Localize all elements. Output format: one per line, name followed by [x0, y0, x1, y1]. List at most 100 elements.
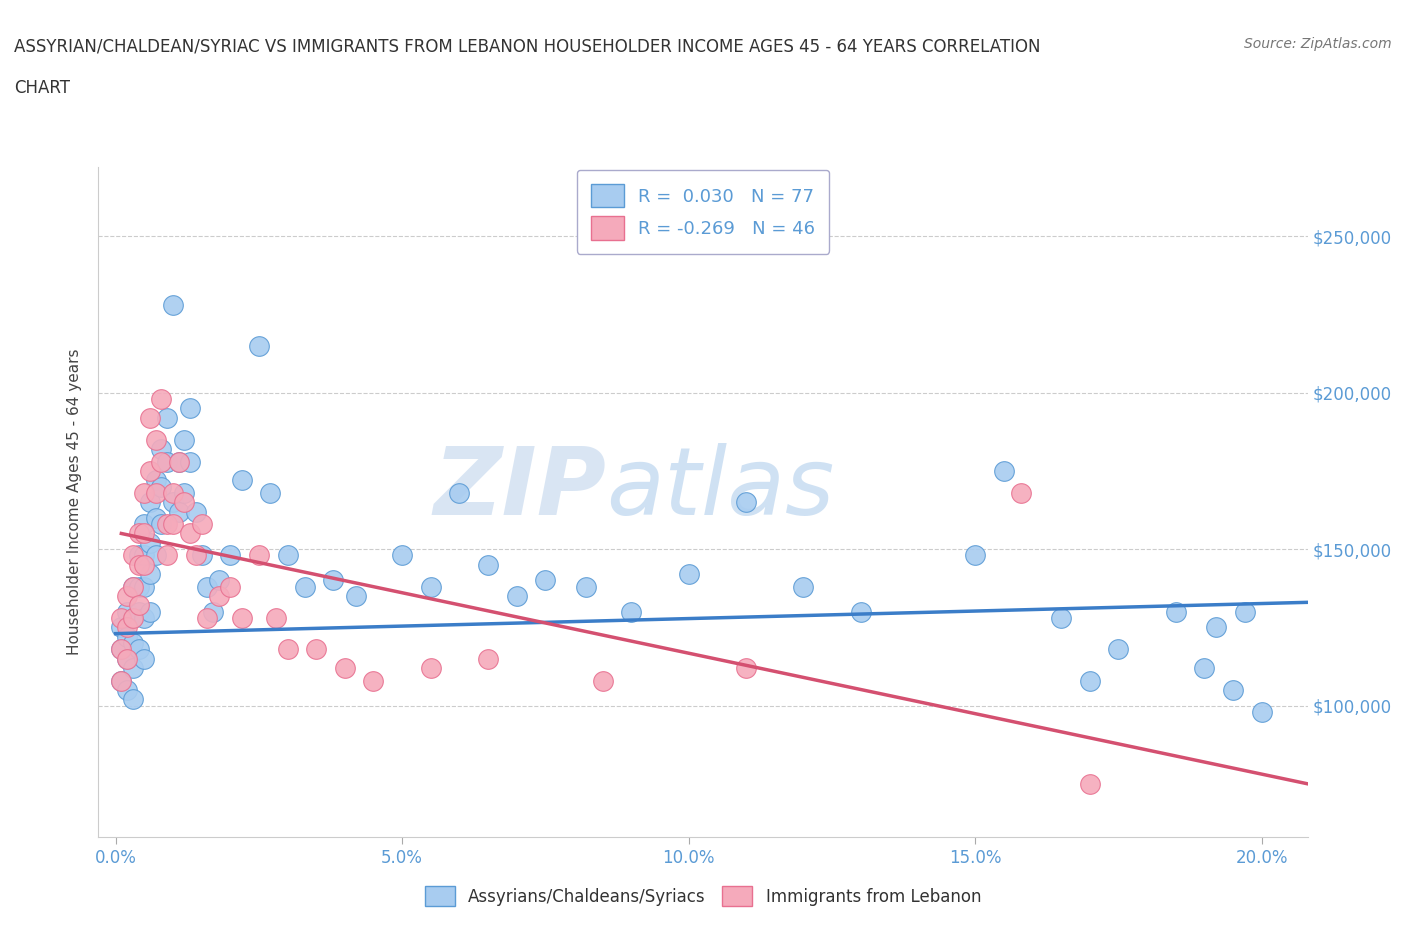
- Point: [167, 504, 190, 519]
- Point: [128, 526, 150, 541]
- Point: [121, 579, 143, 594]
- Point: [179, 454, 201, 469]
- Point: [1050, 610, 1073, 625]
- Point: [574, 579, 596, 594]
- Point: [115, 651, 138, 666]
- Point: [139, 566, 162, 581]
- Point: [190, 548, 212, 563]
- Point: [134, 579, 156, 594]
- Point: [139, 495, 162, 510]
- Point: [259, 485, 281, 500]
- Point: [419, 579, 441, 594]
- Point: [121, 610, 143, 625]
- Point: [134, 610, 156, 625]
- Point: [1010, 485, 1032, 500]
- Point: [156, 454, 179, 469]
- Point: [110, 673, 132, 688]
- Point: [173, 432, 195, 447]
- Point: [121, 548, 143, 563]
- Point: [294, 579, 316, 594]
- Point: [162, 517, 184, 532]
- Point: [173, 485, 195, 500]
- Point: [145, 485, 167, 500]
- Point: [115, 651, 138, 666]
- Point: [115, 620, 138, 635]
- Point: [419, 660, 441, 675]
- Point: [121, 635, 143, 650]
- Point: [678, 566, 700, 581]
- Point: [115, 589, 138, 604]
- Point: [534, 573, 557, 588]
- Point: [195, 579, 218, 594]
- Point: [1107, 642, 1129, 657]
- Text: ASSYRIAN/CHALDEAN/SYRIAC VS IMMIGRANTS FROM LEBANON HOUSEHOLDER INCOME AGES 45 -: ASSYRIAN/CHALDEAN/SYRIAC VS IMMIGRANTS F…: [14, 37, 1040, 55]
- Point: [592, 673, 614, 688]
- Point: [993, 463, 1015, 478]
- Point: [128, 548, 150, 563]
- Point: [162, 298, 184, 312]
- Point: [247, 548, 270, 563]
- Point: [150, 479, 173, 494]
- Point: [156, 410, 179, 425]
- Point: [735, 495, 758, 510]
- Point: [150, 517, 173, 532]
- Point: [277, 642, 299, 657]
- Point: [134, 485, 156, 500]
- Point: [150, 442, 173, 457]
- Point: [134, 651, 156, 666]
- Point: [110, 610, 132, 625]
- Legend: Assyrians/Chaldeans/Syriacs, Immigrants from Lebanon: Assyrians/Chaldeans/Syriacs, Immigrants …: [418, 880, 988, 912]
- Text: Source: ZipAtlas.com: Source: ZipAtlas.com: [1244, 37, 1392, 51]
- Point: [139, 463, 162, 478]
- Text: CHART: CHART: [14, 79, 70, 97]
- Point: [735, 660, 758, 675]
- Point: [344, 589, 367, 604]
- Point: [110, 642, 132, 657]
- Point: [128, 642, 150, 657]
- Point: [128, 604, 150, 619]
- Point: [477, 651, 499, 666]
- Point: [1078, 777, 1101, 791]
- Point: [506, 589, 529, 604]
- Text: atlas: atlas: [606, 444, 835, 535]
- Point: [115, 683, 138, 698]
- Point: [115, 604, 138, 619]
- Point: [121, 660, 143, 675]
- Point: [184, 504, 207, 519]
- Point: [145, 511, 167, 525]
- Point: [139, 604, 162, 619]
- Point: [792, 579, 814, 594]
- Point: [156, 517, 179, 532]
- Point: [139, 536, 162, 551]
- Point: [231, 472, 253, 487]
- Point: [219, 548, 242, 563]
- Point: [391, 548, 413, 563]
- Point: [305, 642, 328, 657]
- Point: [128, 579, 150, 594]
- Point: [208, 573, 231, 588]
- Point: [162, 495, 184, 510]
- Point: [134, 548, 156, 563]
- Point: [134, 517, 156, 532]
- Point: [121, 610, 143, 625]
- Point: [449, 485, 471, 500]
- Point: [150, 454, 173, 469]
- Point: [231, 610, 253, 625]
- Point: [195, 610, 218, 625]
- Point: [121, 579, 143, 594]
- Point: [219, 579, 242, 594]
- Point: [849, 604, 872, 619]
- Point: [162, 485, 184, 500]
- Point: [128, 557, 150, 572]
- Text: ZIP: ZIP: [433, 443, 606, 535]
- Point: [333, 660, 356, 675]
- Point: [208, 589, 231, 604]
- Point: [179, 526, 201, 541]
- Point: [1250, 704, 1272, 719]
- Point: [1222, 683, 1244, 698]
- Point: [134, 557, 156, 572]
- Point: [167, 454, 190, 469]
- Legend: R =  0.030   N = 77, R = -0.269   N = 46: R = 0.030 N = 77, R = -0.269 N = 46: [576, 170, 830, 254]
- Point: [156, 548, 179, 563]
- Point: [1233, 604, 1256, 619]
